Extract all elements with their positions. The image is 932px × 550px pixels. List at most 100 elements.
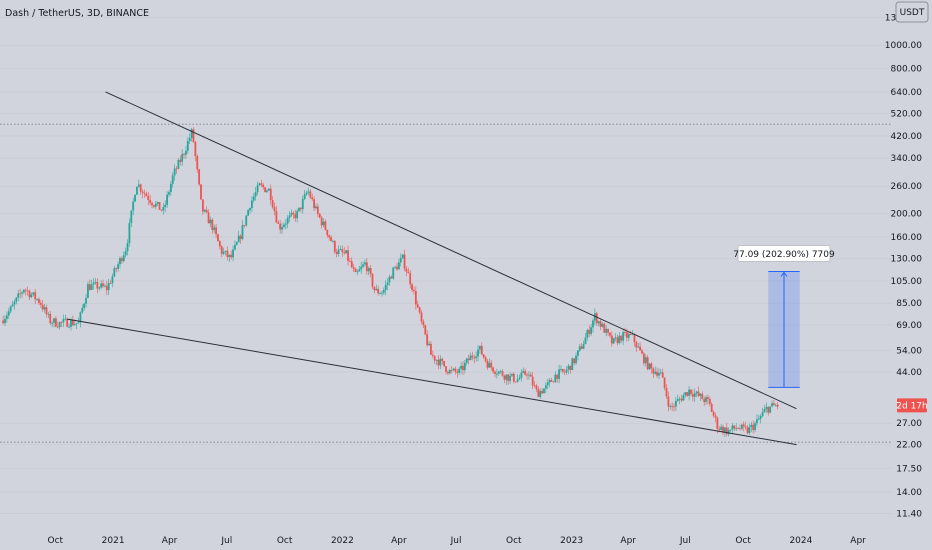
candle	[575, 352, 577, 366]
candle	[222, 247, 225, 256]
candle	[237, 230, 240, 243]
candle	[298, 207, 300, 213]
candle	[258, 182, 261, 186]
candle	[350, 257, 353, 269]
candle	[56, 321, 59, 329]
x-tick-label: Oct	[735, 536, 751, 546]
candle	[601, 321, 604, 328]
candle	[365, 257, 368, 275]
candle	[60, 321, 63, 328]
candle	[136, 186, 138, 195]
candle	[650, 362, 653, 374]
candle	[311, 193, 314, 201]
candle	[51, 320, 54, 328]
candle	[518, 374, 521, 381]
candle	[109, 279, 112, 284]
candle	[420, 310, 423, 325]
candle	[590, 324, 593, 336]
candle	[609, 332, 611, 338]
candle	[217, 233, 219, 242]
candle	[305, 190, 308, 197]
candle	[411, 282, 413, 293]
candle	[682, 392, 685, 401]
candle	[26, 286, 29, 296]
candle	[486, 358, 489, 370]
trendlines	[67, 91, 797, 446]
currency-badge[interactable]: USDT	[895, 1, 929, 23]
candle	[2, 315, 5, 325]
candle	[83, 302, 86, 311]
candle	[111, 273, 114, 288]
candle	[211, 218, 214, 234]
x-tick-label: Oct	[48, 536, 64, 546]
candle	[667, 391, 670, 412]
candle	[497, 370, 500, 376]
candle	[252, 192, 255, 203]
candle	[771, 400, 773, 408]
candle	[224, 250, 227, 256]
y-tick-label: 85.00	[896, 299, 922, 309]
candle	[522, 367, 525, 374]
candle	[4, 315, 6, 326]
trendline-upper[interactable]	[105, 91, 797, 410]
candle	[511, 373, 513, 377]
time-axis[interactable]: Oct 2021 Apr Jul Oct 2022 Apr Jul Oct 2023 Apr Jul O…	[48, 536, 867, 546]
candle	[450, 366, 453, 374]
candle	[763, 404, 766, 413]
candle	[137, 179, 140, 188]
candle	[234, 240, 236, 251]
candle	[675, 397, 677, 411]
candle	[580, 343, 583, 350]
candle	[228, 254, 231, 262]
candle	[725, 422, 728, 437]
candle	[160, 209, 163, 212]
candle	[684, 391, 687, 398]
candle	[712, 410, 715, 418]
y-tick-label: 1000.00	[885, 41, 922, 51]
candle	[424, 324, 427, 336]
candle	[90, 279, 93, 291]
candle	[343, 247, 346, 255]
candle	[373, 286, 376, 294]
candle	[750, 421, 753, 433]
candle	[315, 203, 317, 210]
candle	[294, 209, 297, 222]
candle	[407, 267, 410, 274]
candle	[271, 196, 274, 209]
candle	[441, 357, 444, 365]
candle	[714, 412, 717, 423]
horizontal-levels	[0, 123, 892, 443]
candle	[251, 196, 253, 212]
last-price-badge: 2d 17h	[896, 398, 928, 413]
candle	[480, 342, 483, 355]
trendline-lower[interactable]	[67, 318, 797, 446]
candle	[326, 229, 329, 238]
candle	[740, 423, 743, 431]
candle	[307, 187, 310, 196]
candle	[28, 289, 31, 301]
candle	[39, 300, 42, 309]
candle	[735, 423, 738, 431]
candle	[348, 258, 351, 263]
candle	[290, 209, 293, 217]
price-axis[interactable]: 1300.001000.00800.00640.00520.00420.0034…	[885, 14, 928, 520]
candle	[30, 292, 33, 299]
candle	[569, 365, 572, 374]
measure-arrow-head	[780, 271, 788, 277]
measure-tool: 77.09 (202.90%) 7709	[733, 245, 835, 388]
candle	[422, 319, 425, 329]
candle	[87, 281, 89, 299]
y-tick-label: 17.50	[896, 465, 922, 475]
candle	[397, 258, 400, 270]
candle	[185, 146, 187, 159]
y-tick-label: 420.00	[891, 132, 923, 142]
candle	[107, 278, 110, 295]
candle	[707, 394, 709, 405]
candle	[122, 251, 125, 263]
candle	[644, 354, 647, 367]
y-tick-label: 69.00	[896, 321, 922, 331]
candle	[24, 288, 27, 296]
candle	[275, 206, 278, 224]
candle	[333, 239, 336, 255]
